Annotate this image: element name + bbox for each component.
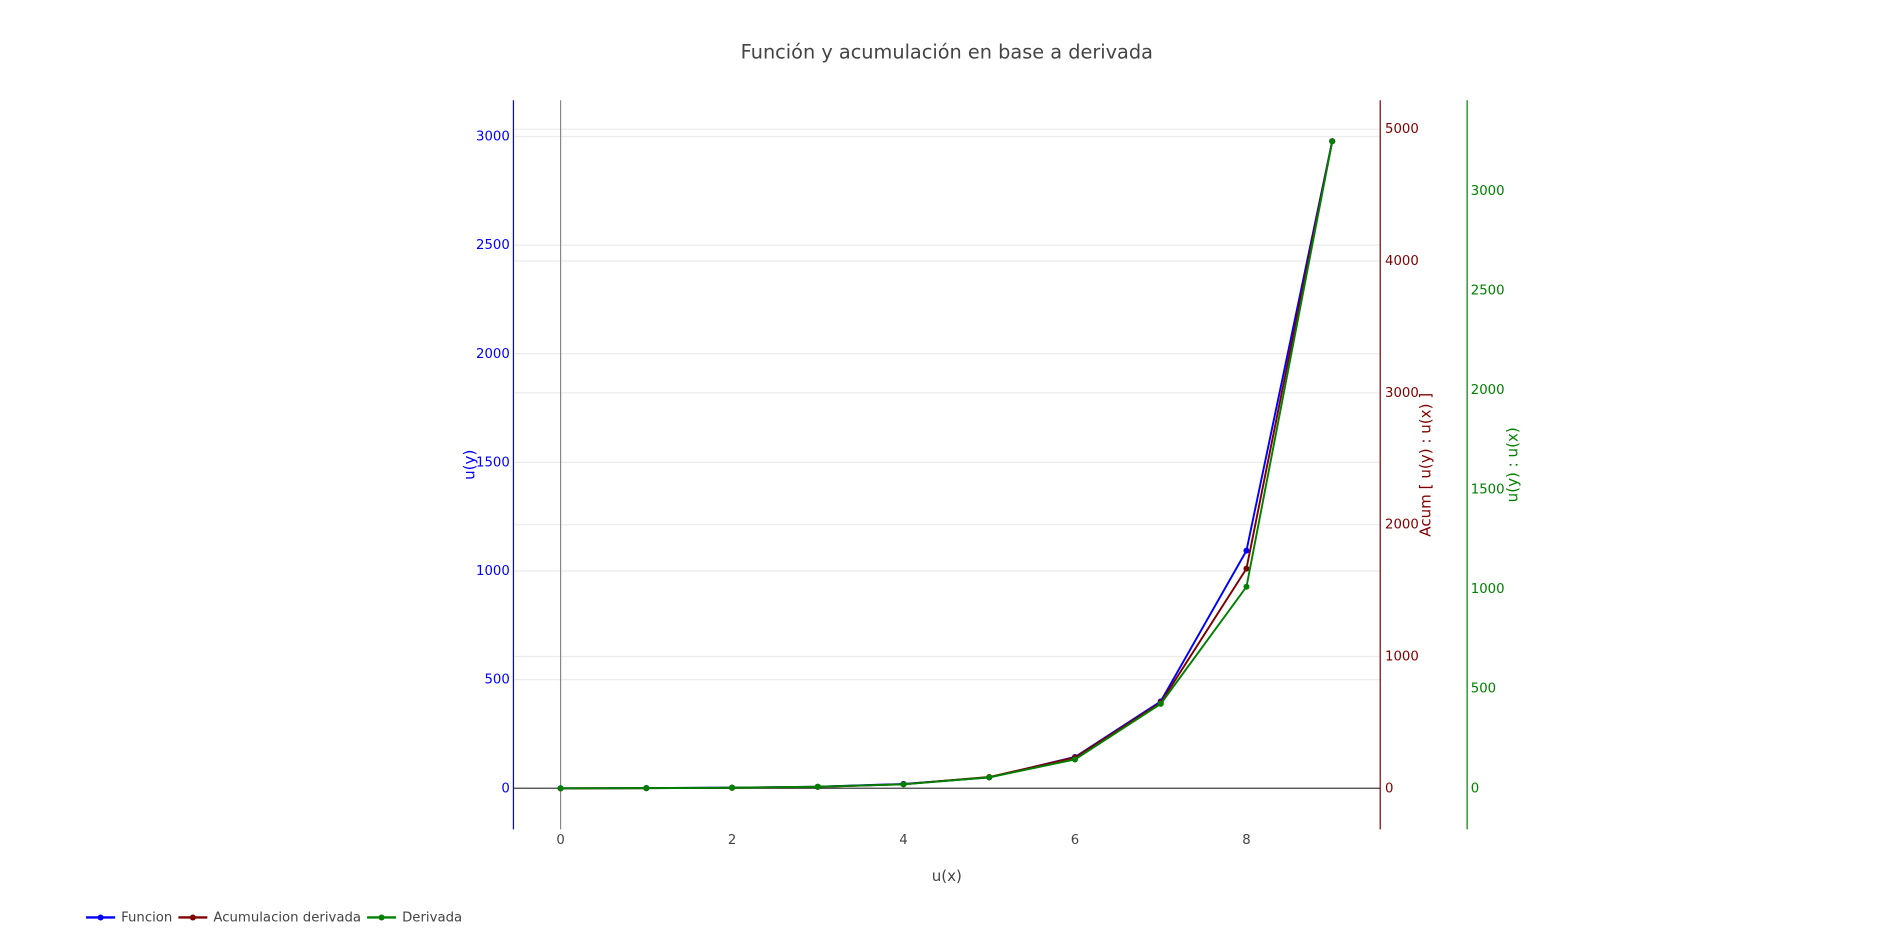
y-tick-label: 1500 <box>476 455 510 470</box>
data-point <box>729 784 736 791</box>
x-tick-label: 6 <box>1071 833 1079 848</box>
y3-tick-label: 3000 <box>1471 184 1505 199</box>
y3-tick-label: 1000 <box>1471 582 1505 597</box>
y-tick-label: 500 <box>484 673 509 688</box>
legend-label: Funcion <box>121 910 172 925</box>
y2-tick-label: 2000 <box>1385 518 1419 533</box>
y3-tick-label: 500 <box>1471 682 1496 697</box>
series-line <box>560 141 1334 790</box>
y3-tick-label: 0 <box>1471 781 1479 796</box>
data-point <box>1329 138 1336 145</box>
data-point <box>1243 565 1250 572</box>
series-line <box>560 141 1334 790</box>
y-tick-label: 0 <box>501 781 509 796</box>
legend-marker <box>378 914 385 921</box>
x-tick-label: 4 <box>899 833 907 848</box>
legend-marker <box>97 914 104 921</box>
legend-label: Derivada <box>402 910 462 925</box>
y2-tick-label: 0 <box>1385 781 1393 796</box>
y3-tick-label: 2500 <box>1471 283 1505 298</box>
data-point <box>557 785 564 792</box>
y3-tick-label: 2000 <box>1471 383 1505 398</box>
x-axis-title: u(x) <box>932 867 962 885</box>
y-tick-label: 2500 <box>476 238 510 253</box>
x-tick-label: 0 <box>556 833 564 848</box>
y2-tick-label: 4000 <box>1385 254 1419 269</box>
data-point <box>986 774 993 781</box>
data-point <box>1157 700 1164 707</box>
series-line <box>560 141 1334 790</box>
y2-tick-label: 1000 <box>1385 650 1419 665</box>
legend-marker <box>189 914 196 921</box>
data-point <box>900 781 907 788</box>
y3-tick-label: 1500 <box>1471 483 1505 498</box>
y2-axis-title: Acum [ u(y) : u(x) ] <box>1417 393 1435 537</box>
data-point <box>1243 547 1250 554</box>
y-tick-label: 3000 <box>476 129 510 144</box>
y-axis-title: u(y) <box>460 450 478 480</box>
legend-label: Acumulacion derivada <box>213 910 361 925</box>
data-point <box>643 785 650 792</box>
y3-axis-title: u(y) : u(x) <box>1504 427 1522 502</box>
y2-tick-label: 3000 <box>1385 386 1419 401</box>
y-tick-label: 2000 <box>476 347 510 362</box>
chart-title: Función y acumulación en base a derivada <box>741 41 1153 64</box>
data-point <box>1071 756 1079 763</box>
data-point <box>814 783 821 790</box>
x-tick-label: 2 <box>728 833 736 848</box>
data-point <box>1243 583 1250 590</box>
y-tick-label: 1000 <box>476 564 510 579</box>
x-tick-label: 8 <box>1242 833 1250 848</box>
y2-tick-label: 5000 <box>1385 122 1419 137</box>
